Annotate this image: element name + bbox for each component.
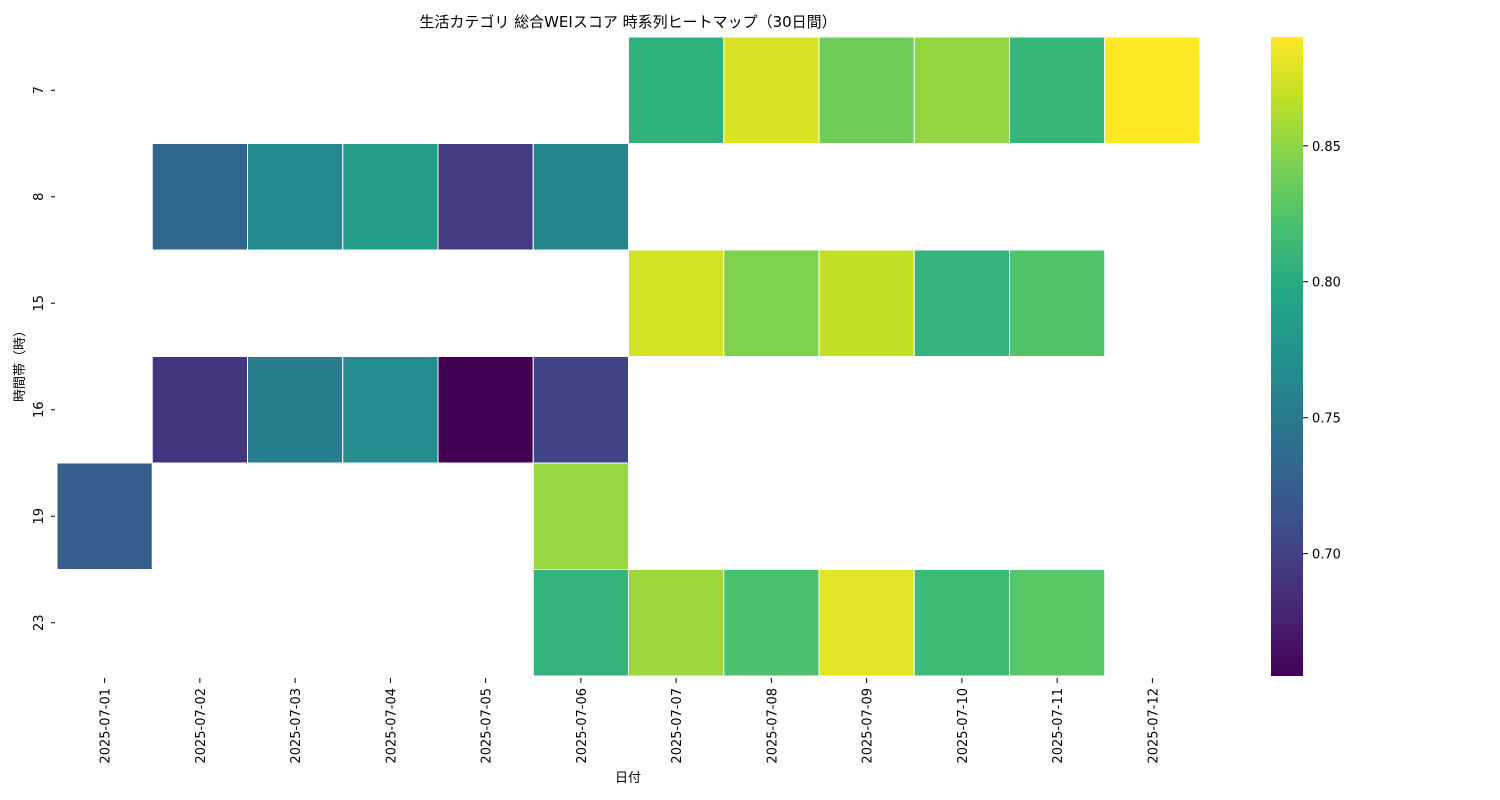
x-tick-label: 2025-07-02 <box>194 688 209 764</box>
colorbar-tick-label: 0.75 <box>1312 412 1341 427</box>
chart-title: 生活カテゴリ 総合WEIスコア 時系列ヒートマップ（30日間） <box>419 13 836 31</box>
heatmap-cell <box>1104 36 1201 144</box>
x-tick-label: 2025-07-12 <box>1146 688 1161 764</box>
x-axis-ticks: 2025-07-01 2025-07-02 2025-07-03 2025-07-04… <box>99 678 1161 764</box>
x-tick-label: 2025-07-10 <box>956 688 971 764</box>
x-tick-label: 2025-07-07 <box>670 688 685 764</box>
heatmap-cell <box>1009 249 1106 357</box>
heatmap-cell <box>247 356 344 464</box>
heatmap-cell <box>628 249 725 357</box>
heatmap-cell <box>723 36 820 144</box>
y-axis-ticks: 7 8 15 16 19 23 <box>32 86 55 631</box>
heatmap-cells <box>56 36 1201 677</box>
heatmap-cell <box>1009 36 1106 144</box>
heatmap-cell <box>723 569 820 677</box>
y-tick-label: 19 <box>32 508 47 525</box>
x-tick-label: 2025-07-08 <box>765 688 780 764</box>
heatmap-cell <box>913 569 1010 677</box>
x-tick-label: 2025-07-05 <box>480 688 495 764</box>
heatmap-cell <box>532 569 629 677</box>
heatmap-cell <box>342 143 439 251</box>
heatmap-cell <box>818 569 915 677</box>
y-tick-label: 15 <box>32 295 47 312</box>
y-axis-label: 時間帯（時） <box>13 324 28 402</box>
y-tick-label: 23 <box>32 614 47 631</box>
heatmap-cell <box>628 36 725 144</box>
heatmap-cell <box>913 249 1010 357</box>
colorbar-tick-label: 0.80 <box>1312 276 1341 291</box>
heatmap-cell <box>628 569 725 677</box>
heatmap-cell <box>151 143 248 251</box>
y-tick-label: 16 <box>32 401 47 418</box>
x-tick-label: 2025-07-11 <box>1051 688 1066 764</box>
y-tick-label: 7 <box>32 86 47 94</box>
x-tick-label: 2025-07-09 <box>861 688 876 764</box>
heatmap-cell <box>437 356 534 464</box>
x-tick-label: 2025-07-01 <box>99 688 114 764</box>
heatmap-cell <box>151 356 248 464</box>
heatmap-cell <box>532 143 629 251</box>
colorbar <box>1271 37 1303 676</box>
heatmap-cell <box>532 462 629 570</box>
x-axis-label: 日付 <box>615 771 641 786</box>
heatmap-cell <box>818 249 915 357</box>
heatmap-cell <box>913 36 1010 144</box>
heatmap-cell <box>532 356 629 464</box>
y-tick-label: 8 <box>32 193 47 201</box>
heatmap-cell <box>437 143 534 251</box>
heatmap-cell <box>818 36 915 144</box>
heatmap-cell <box>342 356 439 464</box>
heatmap-cell <box>247 143 344 251</box>
heatmap-cell <box>56 462 153 570</box>
colorbar-tick-label: 0.85 <box>1312 140 1341 155</box>
colorbar-tick-label: 0.70 <box>1312 548 1341 563</box>
heatmap-cell <box>1009 569 1106 677</box>
x-tick-label: 2025-07-06 <box>575 688 590 764</box>
heatmap-cell <box>723 249 820 357</box>
x-tick-label: 2025-07-03 <box>289 688 304 764</box>
x-tick-label: 2025-07-04 <box>384 688 399 764</box>
colorbar-ticks: 0.70 0.75 0.80 0.85 <box>1303 140 1341 563</box>
